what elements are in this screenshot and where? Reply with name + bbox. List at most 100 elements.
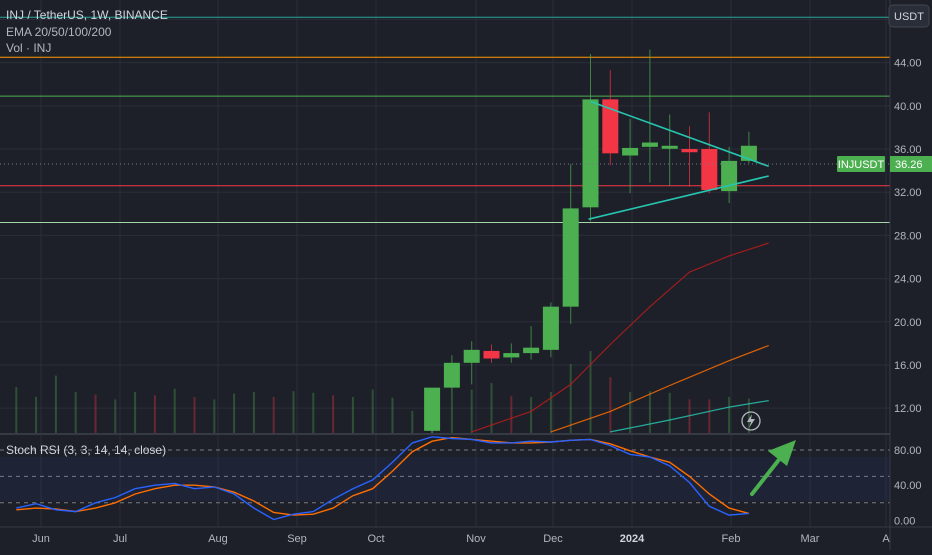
volume-bar xyxy=(134,392,137,433)
candle-body xyxy=(622,147,639,156)
volume-bar xyxy=(648,391,651,433)
x-tick-label: 2024 xyxy=(620,533,645,545)
y-tick-label: 16.00 xyxy=(894,360,922,372)
price-tag-label: INJUSDT xyxy=(838,159,885,171)
volume-bar xyxy=(371,389,374,433)
volume-bar xyxy=(193,396,196,433)
price-value: 36.26 xyxy=(895,159,923,171)
candle-body xyxy=(582,99,599,208)
x-tick-label: Aug xyxy=(208,533,228,545)
volume-bar xyxy=(549,392,552,433)
volume-bar xyxy=(411,410,414,433)
volume-legend: Vol · INJ xyxy=(6,41,52,55)
y-tick-label: 20.00 xyxy=(894,317,922,329)
volume-bar xyxy=(609,377,612,433)
volume-bar xyxy=(74,392,77,433)
volume-bar xyxy=(272,396,275,433)
volume-bar xyxy=(351,396,354,433)
volume-bar xyxy=(708,399,711,433)
x-tick-label: A xyxy=(882,533,890,545)
volume-bar xyxy=(530,396,533,433)
x-tick-label: Nov xyxy=(466,533,486,545)
price-tag: INJUSDT 36.26 xyxy=(837,156,932,172)
volume-bar xyxy=(629,392,632,433)
y-tick-label: 28.00 xyxy=(894,230,922,242)
rsi-band-fill xyxy=(0,456,890,501)
x-tick-label: Feb xyxy=(722,533,741,545)
volume-bars xyxy=(15,351,750,433)
y-tick-label: 12.00 xyxy=(894,403,922,415)
volume-bar xyxy=(332,395,335,433)
volume-bar xyxy=(35,396,38,433)
y-tick-label: 32.00 xyxy=(894,187,922,199)
lightning-icon-ring[interactable] xyxy=(741,411,761,431)
ema-line xyxy=(610,400,769,433)
candle-body xyxy=(721,160,738,192)
candle-body xyxy=(641,142,658,147)
candle-body xyxy=(503,353,520,358)
volume-bar xyxy=(668,392,671,433)
candle-body xyxy=(602,99,619,154)
candle-body xyxy=(483,350,500,359)
rsi-label: Stoch RSI (3, 3, 14, 14, close) xyxy=(6,443,166,457)
volume-bar xyxy=(94,394,97,433)
x-tick-label: Oct xyxy=(367,533,384,545)
volume-bar xyxy=(15,387,18,433)
triangle-line xyxy=(590,100,769,168)
price-tag-box xyxy=(837,156,885,172)
volume-bar xyxy=(728,396,731,433)
volume-bar xyxy=(292,391,295,433)
symbol-line: INJ / TetherUS, 1W, BINANCE xyxy=(6,8,168,22)
volume-bar xyxy=(569,364,572,433)
candles xyxy=(424,49,757,433)
x-axis: Jun Jul Aug Sep Oct Nov Dec 2024 Feb Mar A xyxy=(32,533,890,545)
lightning-icon-bolt[interactable] xyxy=(747,414,755,428)
lightning-icon[interactable] xyxy=(741,411,761,431)
y-tick-label: 24.00 xyxy=(894,274,922,286)
currency-badge[interactable]: USDT xyxy=(888,4,930,28)
ema-line xyxy=(471,242,769,433)
volume-bar xyxy=(153,395,156,433)
x-tick-label: Mar xyxy=(801,533,820,545)
y-tick-label: 40.00 xyxy=(894,101,922,113)
candle-body xyxy=(463,349,480,363)
triangle-pattern xyxy=(588,100,769,220)
triangle-line xyxy=(588,175,769,220)
rsi-lines xyxy=(16,436,750,521)
volume-bar xyxy=(510,396,513,433)
ema-line xyxy=(550,344,769,433)
price-value-box xyxy=(890,156,932,172)
x-tick-label: Dec xyxy=(543,533,563,545)
candle-body xyxy=(443,362,460,388)
volume-bar xyxy=(490,382,493,433)
candle-body xyxy=(562,208,579,307)
ema-legend: EMA 20/50/100/200 xyxy=(6,25,112,39)
candle-body xyxy=(681,149,698,153)
currency-badge-label[interactable]: USDT xyxy=(894,11,924,23)
currency-badge-box[interactable] xyxy=(888,4,930,28)
volume-bar xyxy=(589,351,592,433)
x-tick-label: Sep xyxy=(287,533,307,545)
y-axis: 48.0044.0040.0036.0032.0028.0024.0020.00… xyxy=(894,14,922,527)
candle-body xyxy=(542,306,559,350)
volume-bar xyxy=(213,399,216,433)
ema-lines xyxy=(471,242,769,433)
rsi-y-tick-label: 80.00 xyxy=(894,445,922,457)
volume-bar xyxy=(114,399,117,433)
x-tick-label: Jun xyxy=(32,533,50,545)
volume-bar xyxy=(391,397,394,433)
candle-body xyxy=(523,347,540,354)
rsi-line-k xyxy=(16,436,749,521)
volume-bar xyxy=(233,393,236,433)
candle-body xyxy=(701,149,718,191)
volume-bar xyxy=(747,398,750,433)
volume-bar xyxy=(470,389,473,433)
volume-bar xyxy=(173,388,176,433)
volume-bar xyxy=(54,375,57,433)
volume-bar xyxy=(312,392,315,433)
volume-bar xyxy=(450,395,453,433)
volume-bar xyxy=(252,392,255,433)
rsi-y-tick-label: 40.00 xyxy=(894,480,922,492)
